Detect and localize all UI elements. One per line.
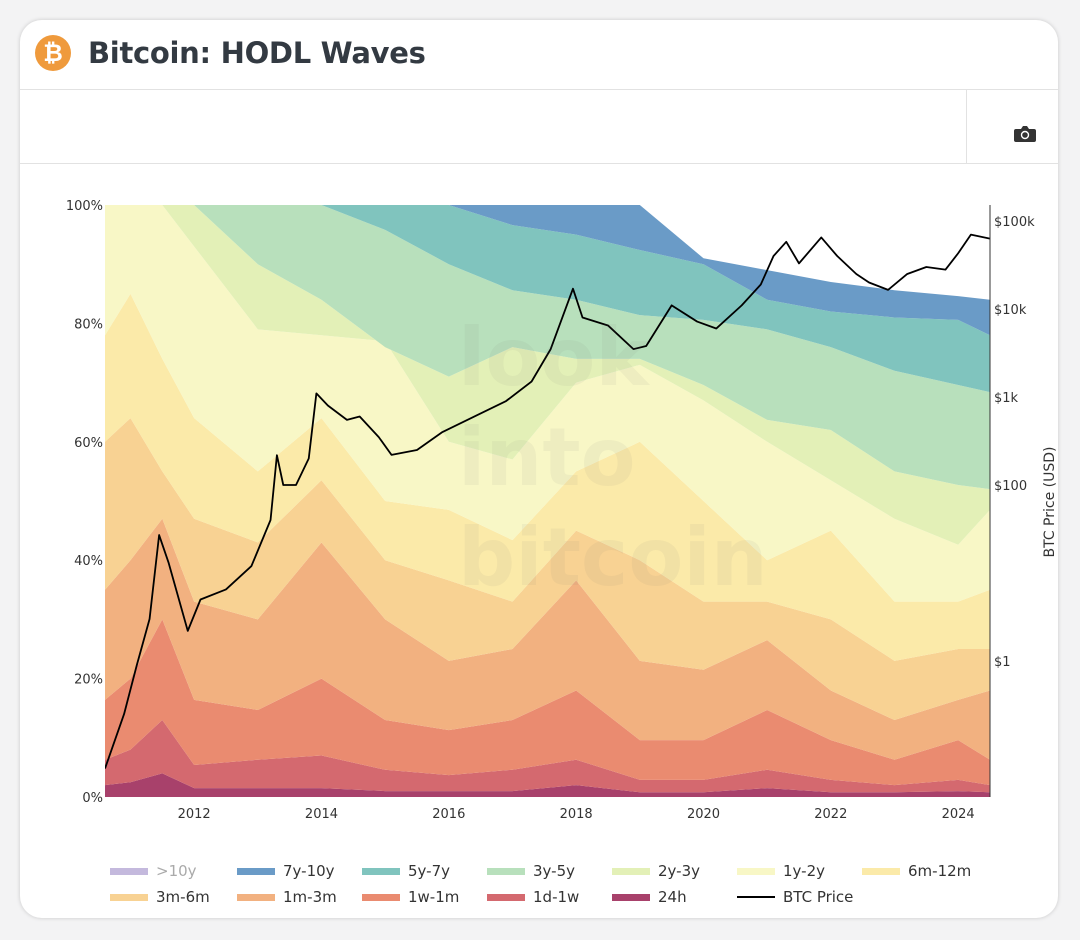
legend-item-3m-6m[interactable]: 3m-6m [110, 888, 210, 906]
band-5y-7y [105, 205, 990, 393]
legend-label: BTC Price [783, 888, 854, 906]
legend-item-1y-2y[interactable]: 1y-2y [737, 862, 825, 880]
legend-swatch [737, 867, 775, 875]
y2-tick-label: $1 [994, 655, 1011, 670]
legend-item-btc-price[interactable]: BTC Price [737, 888, 853, 906]
band-24h [105, 773, 990, 797]
legend-swatch [362, 867, 400, 875]
legend-label: 3y-5y [533, 862, 575, 880]
band-3y-5y [105, 205, 990, 490]
y2-tick-label: $10k [994, 303, 1027, 318]
y-tick-label: 100% [66, 199, 103, 214]
legend-label: 6m-12m [908, 862, 972, 880]
legend-label: 1y-2y [783, 862, 825, 880]
y-tick-label: 80% [74, 317, 103, 332]
legend-item-gt10y[interactable]: >10y [110, 862, 197, 880]
legend-label: 24h [658, 888, 687, 906]
y2-tick-label: $100 [994, 479, 1027, 494]
chart-toolbar [20, 90, 1058, 164]
legend-label: 7y-10y [283, 862, 335, 880]
band-6m-12m [105, 293, 990, 661]
y2-tick-label: $100k [994, 215, 1035, 230]
y-tick-label: 40% [74, 554, 103, 569]
legend-swatch [862, 867, 900, 875]
camera-icon[interactable] [1014, 126, 1036, 142]
legend-swatch [612, 893, 650, 901]
band-2y-3y [105, 205, 990, 545]
legend-label: 1d-1w [533, 888, 580, 906]
band-1w-1m [105, 619, 990, 786]
y2-axis-title: BTC Price (USD) [1042, 446, 1058, 557]
legend-item-1d-1w[interactable]: 1d-1w [487, 888, 579, 906]
legend-swatch [237, 893, 275, 901]
legend-swatch [110, 867, 148, 875]
y2-tick-label: $1k [994, 391, 1019, 406]
page-title: Bitcoin: HODL Waves [88, 36, 426, 70]
legend-item-5y-7y[interactable]: 5y-7y [362, 862, 450, 880]
legend-label: 1w-1m [408, 888, 460, 906]
y-tick-label: 60% [74, 436, 103, 451]
watermark-text: look [458, 311, 650, 404]
legend-swatch [612, 867, 650, 875]
card-header: ₿ Bitcoin: HODL Waves [20, 20, 1058, 90]
legend-swatch [487, 893, 525, 901]
legend-label: >10y [156, 862, 197, 880]
band-1m-3m [105, 518, 990, 760]
legend-swatch [110, 893, 148, 901]
y-tick-label: 20% [74, 673, 103, 688]
legend-item-7y-10y[interactable]: 7y-10y [237, 862, 335, 880]
x-tick-label: 2022 [814, 807, 847, 822]
toolbar-divider [966, 90, 967, 163]
x-tick-label: 2020 [687, 807, 720, 822]
watermark-text: into [458, 411, 636, 504]
watermark-text: bitcoin [458, 511, 768, 604]
legend-label: 5y-7y [408, 862, 450, 880]
legend-item-1w-1m[interactable]: 1w-1m [362, 888, 459, 906]
legend-item-24h[interactable]: 24h [612, 888, 687, 906]
legend-swatch [362, 893, 400, 901]
legend-item-6m-12m[interactable]: 6m-12m [862, 862, 971, 880]
band-1y-2y [105, 205, 990, 602]
x-tick-label: 2014 [305, 807, 338, 822]
bands-layer [105, 205, 990, 797]
legend-label: 3m-6m [156, 888, 210, 906]
btc-price-line [105, 233, 990, 769]
legend-item-3y-5y[interactable]: 3y-5y [487, 862, 575, 880]
band-3m-6m [105, 418, 990, 721]
x-tick-label: 2024 [942, 807, 975, 822]
x-tick-label: 2018 [560, 807, 593, 822]
legend-swatch [237, 867, 275, 875]
legend-item-2y-3y[interactable]: 2y-3y [612, 862, 700, 880]
legend-label: 1m-3m [283, 888, 337, 906]
y-tick-label: 0% [82, 791, 103, 806]
x-tick-label: 2012 [178, 807, 211, 822]
legend-swatch [487, 867, 525, 875]
band-1d-1w [105, 720, 990, 793]
legend-label: 2y-3y [658, 862, 700, 880]
bitcoin-logo-icon: ₿ [35, 35, 71, 71]
x-tick-label: 2016 [432, 807, 465, 822]
legend-item-1m-3m[interactable]: 1m-3m [237, 888, 337, 906]
legend-swatch [737, 896, 775, 898]
